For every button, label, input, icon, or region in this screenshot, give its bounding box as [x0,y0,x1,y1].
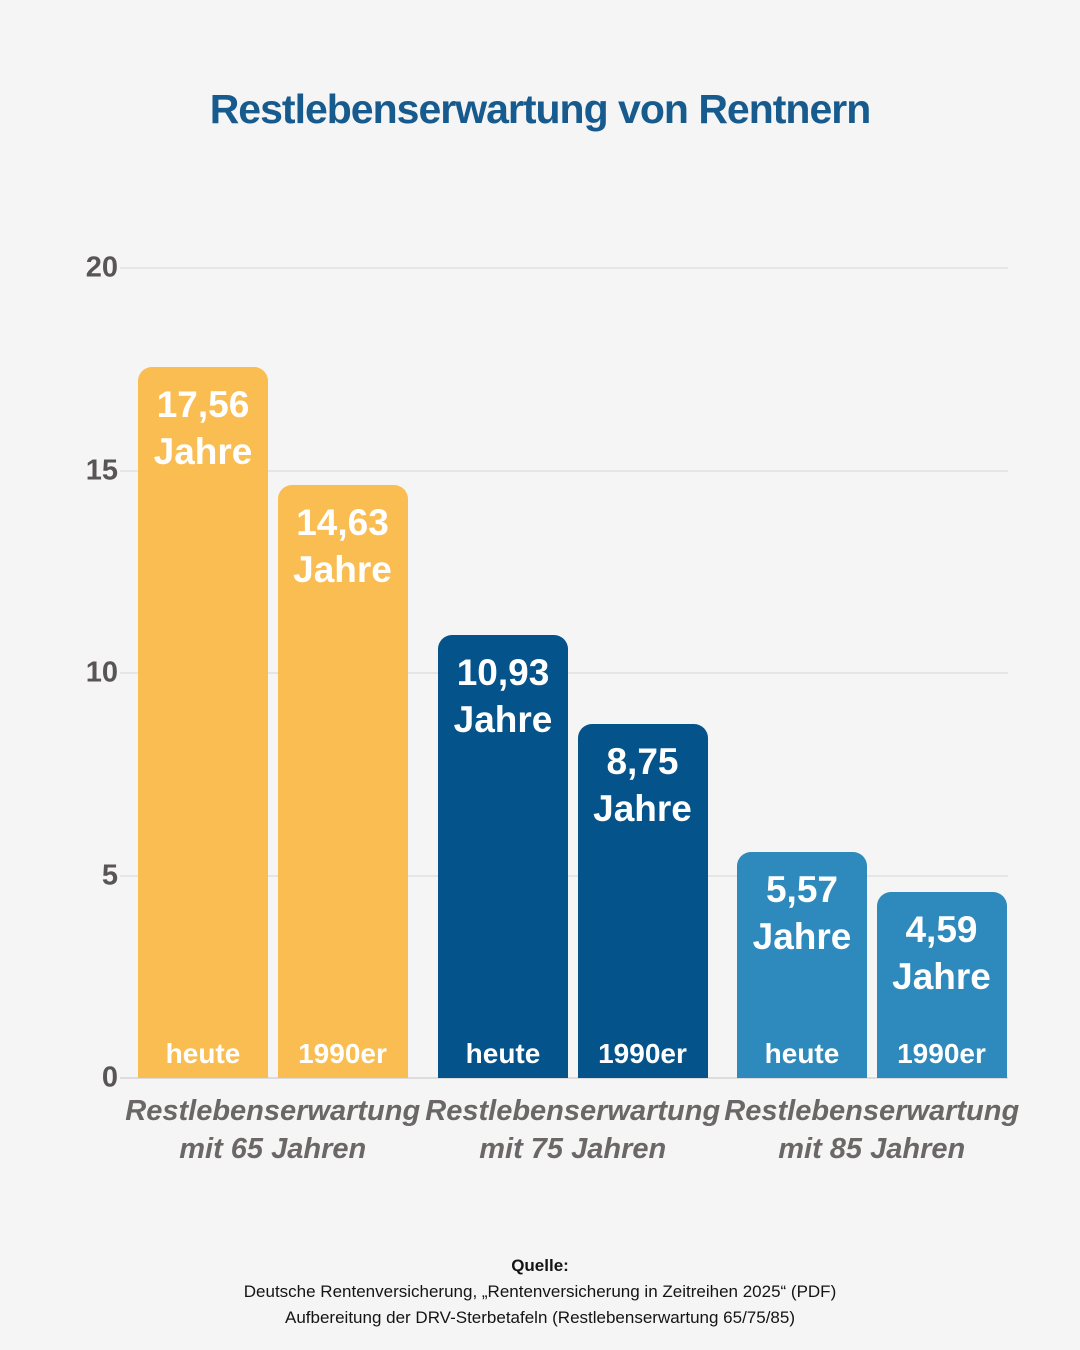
bar-value: 17,56 Jahre [153,383,253,472]
bar-value: 4,59 Jahre [892,909,991,998]
bar-value: 10,93 Jahre [453,652,553,741]
source-line-2: Aufbereitung der DRV-Sterbetafeln (Restl… [285,1308,795,1327]
bar: 14,63 Jahre 1990er [277,485,408,1078]
gridline [120,469,1008,472]
source-line-1: Deutsche Rentenversicherung, „Rentenvers… [243,1282,837,1301]
source-footer: Quelle: Deutsche Rentenversicherung, „Re… [0,1253,1080,1331]
gridline [120,1077,1008,1079]
y-tick-label: 10 [85,656,118,689]
bar-value: 8,75 Jahre [593,740,692,829]
bar-value: 5,57 Jahre [752,869,852,958]
bar: 10,93 Jahre heute [438,635,568,1078]
y-tick-label: 15 [85,454,118,486]
bar-series-label: heute [165,1037,241,1069]
bar-series-label: heute [465,1037,541,1069]
bar: 17,56 Jahre heute [138,366,268,1078]
source-label: Quelle: [511,1256,569,1275]
bar-value: 14,63 Jahre [293,502,392,591]
y-tick-label: 20 [85,251,118,284]
bar-series-label: heute [764,1037,840,1069]
group-label: Restlebenserwartung mit 65 Jahren [125,1095,421,1165]
y-tick-label: 5 [101,859,118,891]
group-label: Restlebenserwartung mit 85 Jahren [724,1095,1020,1165]
bar-series-label: 1990er [298,1037,387,1069]
bar: 8,75 Jahre 1990er [577,723,708,1078]
group-label: Restlebenserwartung mit 75 Jahren [425,1095,721,1165]
bar-series-label: 1990er [598,1038,687,1069]
chart-title: Restlebenserwartung von Rentnern [209,86,872,132]
y-tick-label: 0 [101,1061,118,1094]
bar-series-label: 1990er [897,1037,986,1069]
gridline [120,267,1008,269]
bar: 4,59 Jahre 1990er [876,892,1007,1078]
bar: 5,57 Jahre heute [737,852,867,1078]
